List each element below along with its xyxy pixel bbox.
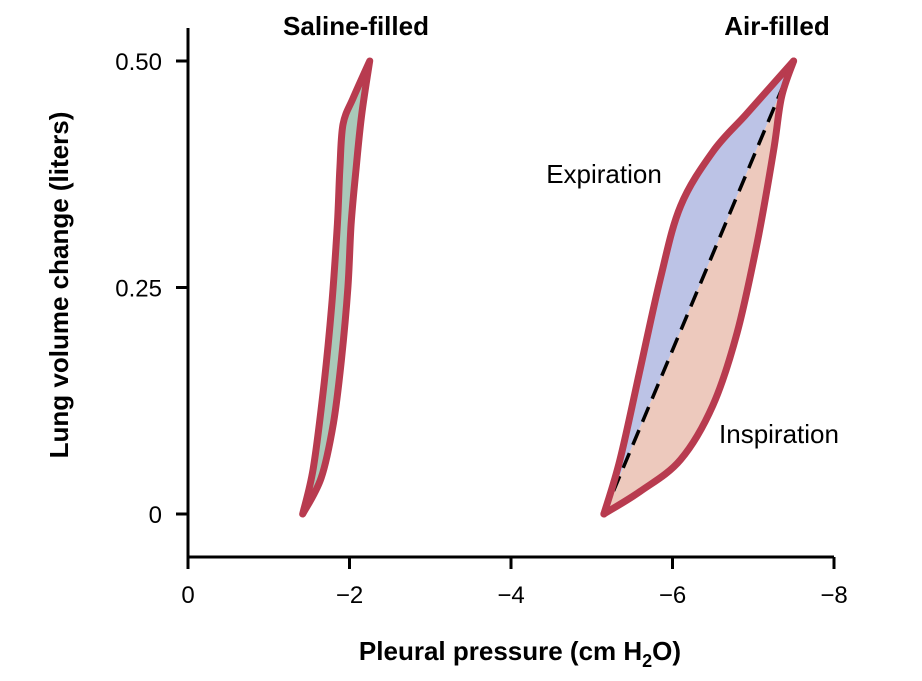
x-tick-label: −6 [659, 582, 686, 609]
axes: 0 −2 −4 −6 −8 0 0.25 0.50 [115, 28, 848, 609]
inspiration-curve [600, 57, 798, 518]
y-tick-label: 0.50 [115, 49, 162, 76]
plot-area: Saline-filled Air-filled Expiration Inspira… [283, 11, 839, 518]
compliance-dashed-line [602, 60, 796, 515]
y-ticks: 0 0.25 0.50 [115, 49, 188, 529]
x-tick-label: −4 [497, 582, 524, 609]
inspiration-region [603, 61, 794, 514]
air-filled-label: Air-filled [724, 11, 829, 41]
x-ticks: 0 −2 −4 −6 −8 [181, 557, 848, 609]
x-axis-title-tail: O) [652, 636, 681, 666]
expiration-curve [600, 57, 798, 518]
inspiration-label: Inspiration [719, 419, 839, 449]
x-tick-label: −8 [820, 582, 847, 609]
y-tick-label: 0 [149, 502, 162, 529]
y-tick-label: 0.25 [115, 276, 162, 303]
expiration-region [603, 61, 794, 514]
x-axis-title-subscript: 2 [642, 651, 652, 671]
saline-filled-label: Saline-filled [283, 11, 429, 41]
expiration-label: Expiration [546, 159, 662, 189]
y-axis-title: Lung volume change (liters) [44, 112, 74, 459]
saline-loop-outline [299, 57, 374, 518]
x-tick-label: 0 [181, 582, 194, 609]
x-axis-title: Pleural pressure (cm H2O) [359, 636, 681, 671]
x-tick-label: −2 [336, 582, 363, 609]
